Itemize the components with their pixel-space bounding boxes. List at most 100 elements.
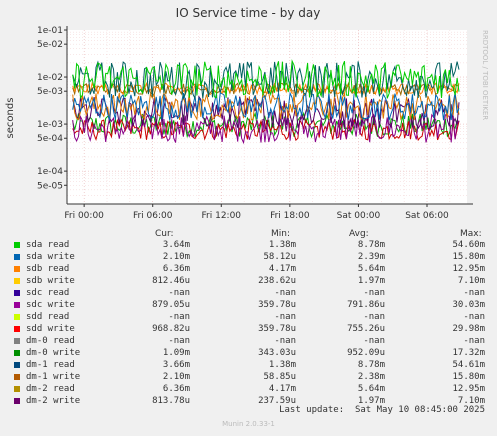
legend-max-value: 29.98m: [452, 324, 485, 334]
legend-min-value: 359.78u: [258, 300, 296, 310]
series-line: [72, 113, 460, 145]
legend-avg-value: 755.26u: [347, 324, 385, 334]
series-line: [72, 59, 460, 100]
legend-min-value: 237.59u: [258, 396, 296, 406]
y-tick-label: 5e-02: [37, 40, 63, 50]
io-service-time-chart: IO Service time - by day seconds RRDTOOL…: [5, 6, 489, 221]
legend-cur-value: 812.46u: [152, 276, 190, 286]
chart-title: IO Service time - by day: [176, 6, 321, 20]
y-tick-label: 5e-03: [37, 87, 63, 97]
x-tick-label: Fri 12:00: [202, 211, 242, 221]
legend-max-value: 12.95m: [452, 264, 485, 274]
legend-label: sdb read: [26, 264, 70, 274]
legend-cur-value: 968.82u: [152, 324, 190, 334]
legend-avg-value: 8.78m: [357, 240, 385, 250]
legend-cur-value: 813.78u: [152, 396, 190, 406]
legend-avg-value: 2.38m: [357, 372, 385, 382]
legend-label: sdd write: [26, 324, 75, 334]
legend-swatch: [14, 398, 20, 404]
legend-swatch: [14, 242, 20, 248]
legend-row: sdd write 968.82u 359.78u 755.26u 29.98m: [0, 324, 497, 336]
legend-avg-value: 8.78m: [357, 360, 385, 370]
legend-swatch: [14, 290, 20, 296]
legend-max-value: 17.32m: [452, 348, 485, 358]
legend-avg-value: -nan: [363, 288, 385, 298]
legend-row: sda read 3.64m 1.38m 8.78m 54.60m: [0, 240, 497, 252]
legend-label: sdd read: [26, 312, 70, 322]
legend-swatch: [14, 362, 20, 368]
legend-max-value: 15.80m: [452, 372, 485, 382]
x-tick-label: Sat 00:00: [337, 211, 381, 221]
legend-cur-value: 3.64m: [162, 240, 190, 250]
legend-swatch: [14, 254, 20, 260]
legend-label: dm-2 read: [26, 384, 75, 394]
legend-avg-value: 791.86u: [347, 300, 385, 310]
y-tick-label: 1e-03: [37, 120, 63, 130]
legend-swatch: [14, 338, 20, 344]
legend-swatch: [14, 326, 20, 332]
legend-min-value: 58.85u: [263, 372, 296, 382]
legend-max-value: 7.10m: [457, 276, 485, 286]
x-tick-label: Sat 06:00: [405, 211, 449, 221]
rrdtool-watermark: RRDTOOL / TOBI OETIKER: [481, 30, 489, 120]
legend-label: sdb write: [26, 276, 75, 286]
legend-avg-value: 952.09u: [347, 348, 385, 358]
legend-swatch: [14, 374, 20, 380]
legend-min-value: 1.38m: [268, 240, 296, 250]
legend-avg-value: 5.64m: [357, 384, 385, 394]
legend-row: dm-2 read 6.36m 4.17m 5.64m 12.95m: [0, 384, 497, 396]
legend-row: sdb write 812.46u 238.62u 1.97m 7.10m: [0, 276, 497, 288]
legend-header-avg: Avg:: [349, 229, 369, 239]
legend-avg-value: 1.97m: [357, 276, 385, 286]
legend-max-value: -nan: [463, 336, 485, 346]
legend-min-value: -nan: [274, 336, 296, 346]
legend-header-cur: Cur:: [155, 229, 174, 239]
legend-min-value: -nan: [274, 288, 296, 298]
legend-label: sdc read: [26, 288, 70, 298]
legend-cur-value: -nan: [168, 336, 190, 346]
legend-swatch: [14, 314, 20, 320]
x-tick-label: Fri 00:00: [64, 211, 104, 221]
y-tick-label: 1e-04: [37, 167, 63, 177]
legend-row: dm-0 read -nan -nan -nan -nan: [0, 336, 497, 348]
legend-cur-value: 2.10m: [162, 252, 190, 262]
legend-cur-value: 1.09m: [162, 348, 190, 358]
y-tick-label: 1e-02: [37, 73, 63, 83]
legend-swatch: [14, 386, 20, 392]
legend-row: sdc read -nan -nan -nan -nan: [0, 288, 497, 300]
legend-avg-value: 5.64m: [357, 264, 385, 274]
legend-cur-value: 879.05u: [152, 300, 190, 310]
legend-cur-value: -nan: [168, 312, 190, 322]
legend-avg-value: 1.97m: [357, 396, 385, 406]
legend-max-value: -nan: [463, 288, 485, 298]
legend-header-max: Max:: [460, 229, 482, 239]
legend-label: dm-0 read: [26, 336, 75, 346]
legend-avg-value: -nan: [363, 336, 385, 346]
legend-max-value: -nan: [463, 312, 485, 322]
legend-cur-value: -nan: [168, 288, 190, 298]
x-tick-label: Fri 06:00: [133, 211, 173, 221]
legend-min-value: 58.12u: [263, 252, 296, 262]
legend-min-value: 4.17m: [268, 384, 296, 394]
y-tick-label: 5e-05: [37, 181, 63, 191]
legend-row: dm-1 write 2.10m 58.85u 2.38m 15.80m: [0, 372, 497, 384]
y-tick-label: 5e-04: [37, 134, 63, 144]
legend-cur-value: 3.66m: [162, 360, 190, 370]
last-update: Last update: Sat May 10 08:45:00 2025: [279, 405, 485, 415]
legend-min-value: -nan: [274, 312, 296, 322]
legend-row: sda write 2.10m 58.12u 2.39m 15.80m: [0, 252, 497, 264]
legend-label: dm-1 write: [26, 372, 81, 382]
x-tick-label: Fri 18:00: [270, 211, 310, 221]
legend-max-value: 12.95m: [452, 384, 485, 394]
legend-label: sda read: [26, 240, 70, 250]
legend-cur-value: 6.36m: [162, 264, 190, 274]
legend-label: dm-2 write: [26, 396, 81, 406]
legend-row: sdd read -nan -nan -nan -nan: [0, 312, 497, 324]
legend-min-value: 1.38m: [268, 360, 296, 370]
series-line: [72, 81, 460, 97]
legend-row: sdb read 6.36m 4.17m 5.64m 12.95m: [0, 264, 497, 276]
legend-label: sdc write: [26, 300, 75, 310]
series-line: [72, 91, 460, 121]
legend-avg-value: -nan: [363, 312, 385, 322]
legend-swatch: [14, 302, 20, 308]
